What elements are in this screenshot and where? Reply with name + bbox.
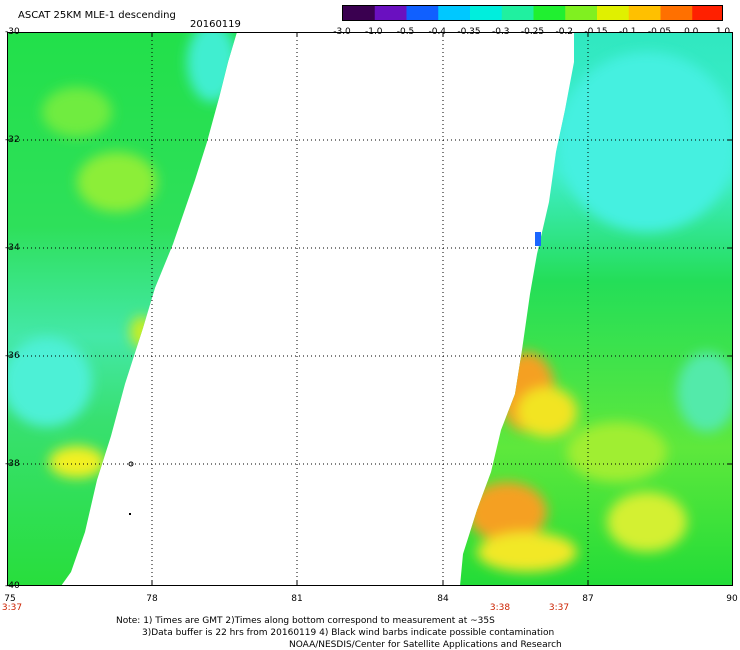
time-label: 3:37 (1, 603, 23, 613)
map-date: 20160119 (190, 19, 241, 30)
colorbar-segment (438, 6, 471, 20)
wind-barb-mark (129, 513, 131, 515)
blue-spot (535, 232, 541, 246)
lon-label: 84 (437, 594, 449, 604)
lon-label: 87 (582, 594, 594, 604)
lon-label: 81 (291, 594, 303, 604)
lat-label: -36 (5, 351, 20, 361)
lon-label: 78 (146, 594, 158, 604)
colorbar-segment (628, 6, 661, 20)
wind-barb-mark (128, 461, 134, 467)
swath-map (7, 32, 733, 586)
map-title: ASCAT 25KM MLE-1 descending (18, 10, 176, 21)
colorbar-segment (343, 6, 376, 20)
lon-label: 90 (726, 594, 738, 604)
colorbar-segment (374, 6, 407, 20)
colorbar-segment (533, 6, 566, 20)
colorbar-segment (660, 6, 693, 20)
left-swath (7, 32, 237, 586)
lat-label: -30 (5, 27, 20, 37)
colorbar-segment (406, 6, 439, 20)
colorbar-segment (597, 6, 630, 20)
colorbar-segment (470, 6, 503, 20)
lon-label: 75 (4, 594, 16, 604)
note-line-3: NOAA/NESDIS/Center for Satellite Applica… (289, 640, 562, 650)
colorbar (342, 5, 723, 21)
note-line-2: 3)Data buffer is 22 hrs from 20160119 4)… (142, 628, 555, 638)
map-frame (7, 32, 733, 586)
lat-label: -38 (5, 459, 20, 469)
time-label: 3:38 (489, 603, 511, 613)
lat-label: -34 (5, 243, 20, 253)
colorbar-segment (501, 6, 534, 20)
colorbar-segment (565, 6, 598, 20)
right-swath (460, 32, 733, 586)
note-line-1: Note: 1) Times are GMT 2)Times along bot… (116, 616, 495, 626)
time-label: 3:37 (548, 603, 570, 613)
colorbar-segment (692, 6, 722, 20)
lat-label: -40 (5, 581, 20, 591)
graticule (7, 32, 733, 586)
lat-label: -32 (5, 135, 20, 145)
